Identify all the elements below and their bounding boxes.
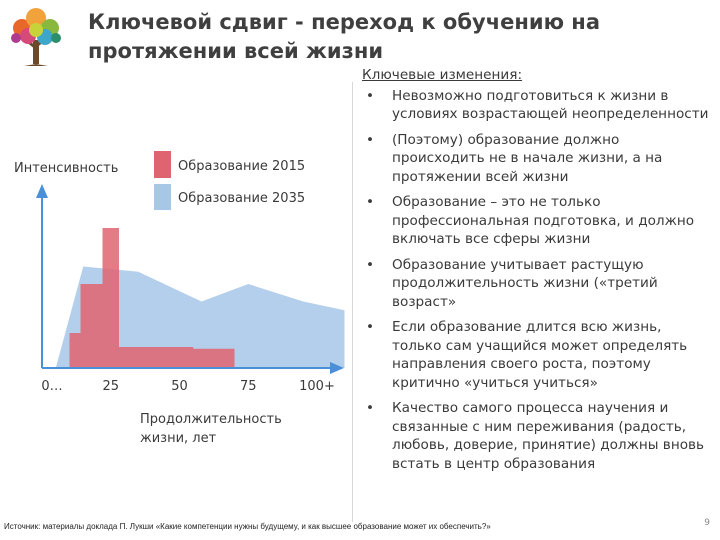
- slide-title: Ключевой сдвиг - переход к обучению на п…: [88, 10, 600, 63]
- bullet-icon: •: [366, 87, 375, 104]
- bullet-icon: •: [366, 194, 375, 210]
- list-item: • (Поэтому) образование должно происходит…: [362, 131, 714, 187]
- key-changes-heading: Ключевые изменения:: [362, 66, 714, 85]
- list-item: • Образование учитывает растущую продолжи…: [362, 256, 714, 312]
- legend-swatch-2015: [154, 151, 171, 178]
- series-2015-area: [55, 228, 235, 368]
- x-tick-label: 50: [171, 379, 188, 394]
- list-item-text: Образование – это не только профессионал…: [392, 194, 695, 247]
- list-item-text: Качество самого процесса научения и связ…: [392, 400, 705, 472]
- education-intensity-chart: Образование 2015 Образование 2035 Интенс…: [14, 151, 345, 446]
- source-note: Источник: материалы доклада П. Лукши «Ка…: [4, 522, 491, 531]
- key-changes-panel: Ключевые изменения: • Невозможно подготов…: [362, 66, 714, 480]
- series-2035-area: [55, 266, 345, 368]
- list-item-text: Если образование длится всю жизнь, тольк…: [392, 319, 688, 391]
- x-axis-arrow-icon: [330, 362, 344, 374]
- bullet-icon: •: [366, 256, 375, 273]
- key-changes-heading-colon: :: [517, 67, 523, 83]
- key-changes-heading-text: Ключевые изменения: [362, 67, 518, 83]
- bullet-icon: •: [366, 319, 375, 335]
- list-item-text: Образование учитывает растущую продолжит…: [392, 256, 658, 310]
- legend-swatch-2035: [154, 184, 171, 210]
- x-tick-label: 75: [240, 379, 257, 394]
- legend-label-2015: Образование 2015: [178, 159, 305, 174]
- x-tick-label: 25: [102, 379, 119, 394]
- column-divider: [352, 82, 353, 522]
- bullet-icon: •: [366, 400, 375, 416]
- list-item-text: Невозможно подготовиться к жизни в услов…: [392, 87, 709, 123]
- y-axis-label: Интенсивность: [14, 161, 118, 176]
- x-tick-label: 0…: [41, 379, 62, 394]
- bullet-icon: •: [366, 131, 375, 148]
- list-item: • Качество самого процесса научения и свя…: [362, 399, 714, 473]
- list-item: • Если образование длится всю жизнь, толь…: [362, 318, 714, 392]
- y-axis-arrow-icon: [36, 184, 48, 198]
- x-axis-label-line2: жизни, лет: [140, 431, 217, 446]
- tree-logo-icon: [11, 8, 61, 66]
- x-axis-label-line1: Продолжительность: [140, 412, 282, 427]
- x-tick-label: 100+: [299, 379, 335, 394]
- list-item: • Образование – это не только профессиона…: [362, 193, 714, 249]
- key-changes-list: • Невозможно подготовиться к жизни в усло…: [362, 87, 714, 474]
- list-item: • Невозможно подготовиться к жизни в усло…: [362, 87, 714, 124]
- list-item-text: (Поэтому) образование должно происходить…: [392, 131, 663, 185]
- legend-label-2035: Образование 2035: [178, 191, 305, 206]
- page-number: 9: [704, 518, 710, 528]
